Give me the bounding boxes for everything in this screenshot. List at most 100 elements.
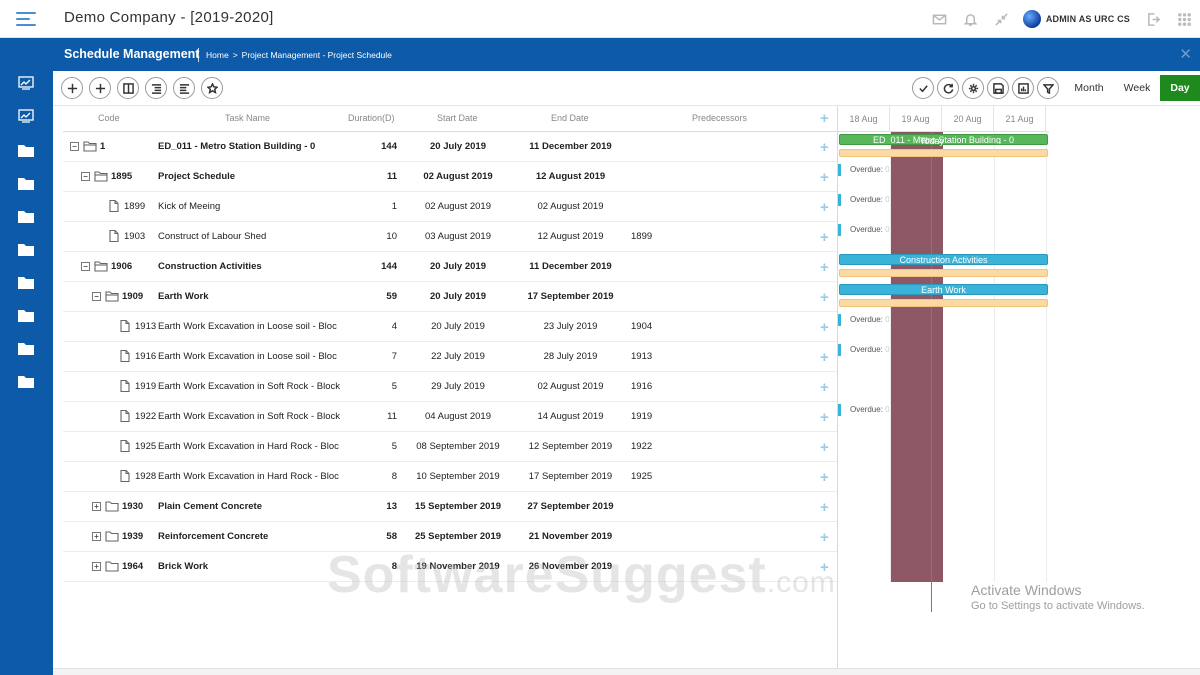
logout-icon[interactable] [1138, 0, 1169, 38]
add-row-icon[interactable]: + [820, 561, 829, 575]
gantt-task-bar[interactable]: Earth Work [839, 284, 1048, 295]
mail-icon[interactable] [924, 0, 955, 38]
table-row[interactable]: +1964 Brick Work 8 19 November 2019 26 Novem… [63, 552, 838, 582]
col-start-date[interactable]: Start Date [437, 113, 478, 123]
outdent-button[interactable] [173, 77, 195, 99]
row-task-name[interactable]: Earth Work [158, 291, 209, 302]
row-task-name[interactable]: Earth Work Excavation in Loose soil - Bl… [158, 351, 337, 362]
collapse-row-icon[interactable]: − [81, 262, 90, 271]
table-row[interactable]: 1903 Construct of Labour Shed 10 03 August … [63, 222, 838, 252]
collapse-icon[interactable] [986, 0, 1017, 38]
sidebar-folder-icon[interactable] [18, 374, 34, 388]
menu-icon[interactable] [16, 12, 36, 30]
overdue-prefix: 0 [885, 165, 890, 174]
sidebar-folder-icon[interactable] [18, 341, 34, 355]
add-column-icon[interactable]: + [820, 110, 829, 127]
sidebar-folder-icon[interactable] [18, 143, 34, 157]
row-task-name[interactable]: Earth Work Excavation in Loose soil - Bl… [158, 321, 337, 332]
row-end-date: 23 July 2019 [543, 321, 598, 332]
sidebar-dashboard-icon[interactable] [18, 76, 34, 90]
gantt-task-bar[interactable]: ED_011 - Metro Station Building - 0 [839, 134, 1048, 145]
add-row-icon[interactable]: + [820, 441, 829, 455]
add-row-icon[interactable]: + [820, 351, 829, 365]
sidebar-report-icon[interactable] [18, 109, 34, 123]
add-row-icon[interactable]: + [820, 201, 829, 215]
row-task-name[interactable]: Earth Work Excavation in Soft Rock - Blo… [158, 411, 340, 422]
row-task-name[interactable]: Construction Activities [158, 261, 262, 272]
col-task-name[interactable]: Task Name [225, 113, 271, 123]
table-row[interactable]: − 1906 Construction Activities 144 20 July 2… [63, 252, 838, 282]
row-task-name[interactable]: Earth Work Excavation in Soft Rock - Blo… [158, 381, 340, 392]
row-task-name[interactable]: Kick of Meeing [158, 201, 221, 212]
table-row[interactable]: − 1909 Earth Work 59 20 July 2019 17 Septembe… [63, 282, 838, 312]
sidebar-folder-icon[interactable] [18, 209, 34, 223]
close-icon[interactable]: ✕ [1179, 46, 1192, 63]
row-task-name[interactable]: Brick Work [158, 561, 208, 572]
col-duration[interactable]: Duration(D) [348, 113, 395, 123]
indent-button[interactable] [145, 77, 167, 99]
refresh-button[interactable] [937, 77, 959, 99]
sidebar-folder-icon[interactable] [18, 275, 34, 289]
gantt-task-bar[interactable]: Construction Activities [839, 254, 1048, 265]
table-row[interactable]: − 1 ED_011 - Metro Station Building - 0 144… [63, 132, 838, 162]
add-row-icon[interactable]: + [820, 141, 829, 155]
add-task-button[interactable] [61, 77, 83, 99]
row-task-name[interactable]: ED_011 - Metro Station Building - 0 [158, 141, 316, 152]
collapse-row-icon[interactable]: − [92, 292, 101, 301]
view-month-button[interactable]: Month [1074, 82, 1104, 94]
table-row[interactable]: 1899 Kick of Meeing 1 02 August 2019 02 Augu… [63, 192, 838, 222]
table-row[interactable]: 1928 Earth Work Excavation in Hard Rock -… [63, 462, 838, 492]
add-row-icon[interactable]: + [820, 531, 829, 545]
bell-icon[interactable] [955, 0, 986, 38]
add-row-icon[interactable]: + [820, 411, 829, 425]
expand-icon[interactable]: + [92, 532, 101, 541]
company-title: Demo Company - [2019-2020] [64, 9, 274, 26]
view-week-button[interactable]: Week [1123, 82, 1151, 94]
collapse-row-icon[interactable]: − [70, 142, 79, 151]
add-row-icon[interactable]: + [820, 171, 829, 185]
add-row-icon[interactable]: + [820, 261, 829, 275]
save-button[interactable] [987, 77, 1009, 99]
table-row[interactable]: +1939 Reinforcement Concrete 58 25 Septembe… [63, 522, 838, 552]
row-task-name[interactable]: Earth Work Excavation in Hard Rock - Blo… [158, 441, 339, 452]
add-row-icon[interactable]: + [820, 501, 829, 515]
row-task-name[interactable]: Earth Work Excavation in Hard Rock - Blo… [158, 471, 339, 482]
col-code[interactable]: Code [98, 113, 120, 123]
sidebar-folder-icon[interactable] [18, 242, 34, 256]
check-button[interactable] [912, 77, 934, 99]
add-row-icon[interactable]: + [820, 291, 829, 305]
filter-button[interactable] [1037, 77, 1059, 99]
columns-button[interactable] [117, 77, 139, 99]
table-row[interactable]: 1922 Earth Work Excavation in Soft Rock -… [63, 402, 838, 432]
sidebar-folder-icon[interactable] [18, 308, 34, 322]
table-row[interactable]: − 1895 Project Schedule 11 02 August 2019 12 … [63, 162, 838, 192]
add-row-icon[interactable]: + [820, 381, 829, 395]
expand-icon[interactable]: + [92, 502, 101, 511]
apps-grid-icon[interactable] [1169, 0, 1200, 38]
settings-button[interactable] [962, 77, 984, 99]
gantt-day: 19 Aug [890, 106, 942, 132]
add-row-icon[interactable]: + [820, 231, 829, 245]
view-day-button[interactable]: Day [1160, 75, 1200, 101]
add-subtask-button[interactable] [89, 77, 111, 99]
sidebar-folder-icon[interactable] [18, 176, 34, 190]
collapse-row-icon[interactable]: − [81, 172, 90, 181]
table-row[interactable]: 1913 Earth Work Excavation in Loose soil … [63, 312, 838, 342]
table-row[interactable]: 1925 Earth Work Excavation in Hard Rock -… [63, 432, 838, 462]
col-predecessors[interactable]: Predecessors [692, 113, 748, 123]
chart-button[interactable] [1012, 77, 1034, 99]
row-task-name[interactable]: Construct of Labour Shed [158, 231, 267, 242]
breadcrumb-home[interactable]: Home [206, 50, 229, 60]
add-row-icon[interactable]: + [820, 321, 829, 335]
col-end-date[interactable]: End Date [551, 113, 589, 123]
row-task-name[interactable]: Plain Cement Concrete [158, 501, 262, 512]
row-task-name[interactable]: Project Schedule [158, 171, 236, 182]
table-row[interactable]: +1930 Plain Cement Concrete 13 15 September… [63, 492, 838, 522]
row-task-name[interactable]: Reinforcement Concrete [158, 531, 269, 542]
table-row[interactable]: 1919 Earth Work Excavation in Soft Rock -… [63, 372, 838, 402]
table-row[interactable]: 1916 Earth Work Excavation in Loose soil … [63, 342, 838, 372]
star-button[interactable] [201, 77, 223, 99]
expand-icon[interactable]: + [92, 562, 101, 571]
add-row-icon[interactable]: + [820, 471, 829, 485]
user-menu[interactable]: ADMIN AS URC CS [1022, 10, 1130, 28]
